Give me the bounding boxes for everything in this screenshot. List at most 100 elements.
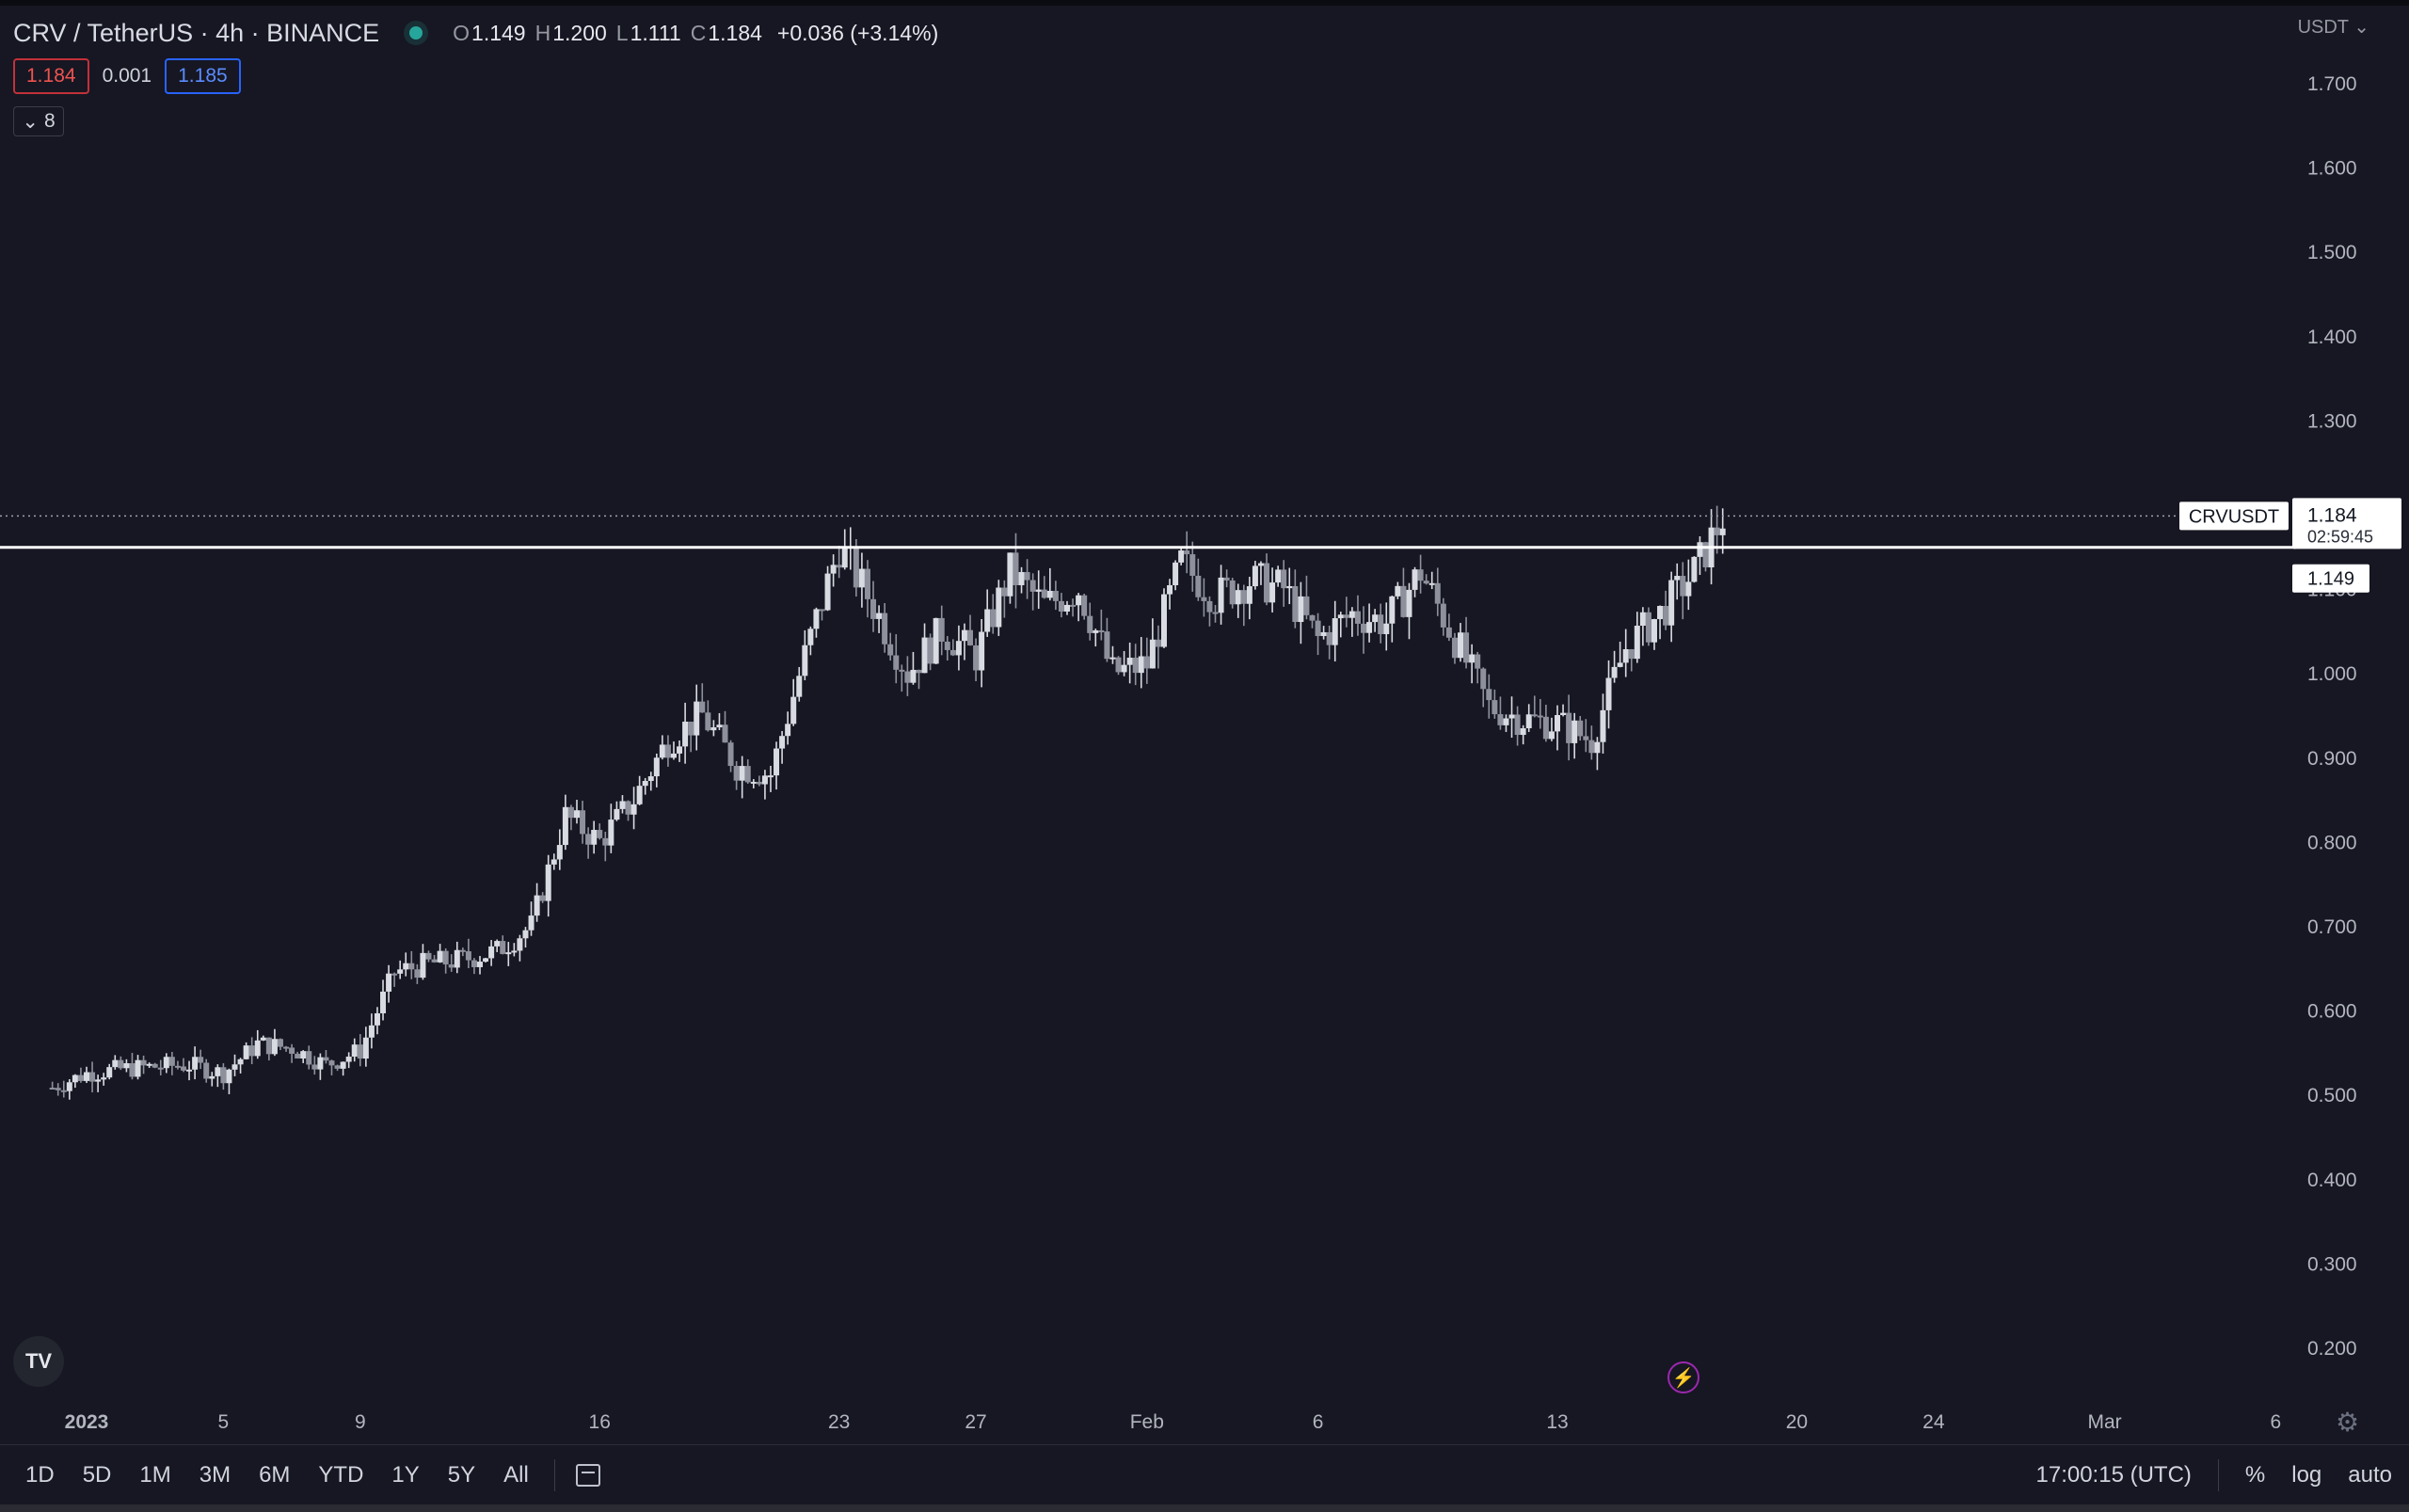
range-ytd-button[interactable]: YTD — [318, 1462, 364, 1488]
indicators-toggle[interactable]: ⌄ 8 — [13, 106, 64, 136]
candle-body — [1326, 631, 1332, 645]
candle-body — [550, 859, 557, 865]
candle-body — [1611, 666, 1618, 678]
candle-body — [1298, 596, 1304, 623]
high-value: 1.200 — [552, 20, 607, 45]
candle-body — [340, 1061, 346, 1069]
candle-body — [1126, 658, 1133, 665]
candle-body — [733, 766, 740, 781]
candle-body — [1366, 622, 1373, 633]
candle-body — [163, 1057, 169, 1069]
range-3m-button[interactable]: 3M — [199, 1462, 231, 1488]
candle-body — [1583, 736, 1589, 740]
candle-body — [864, 568, 870, 599]
candle-body — [1428, 582, 1435, 585]
candle-body — [882, 613, 888, 645]
candle-body — [1514, 714, 1521, 736]
candle-body — [180, 1066, 186, 1071]
range-1y-button[interactable]: 1Y — [391, 1462, 420, 1488]
candle-body — [591, 830, 598, 845]
candle-body — [1537, 715, 1543, 718]
candle-body — [1680, 576, 1686, 597]
high-label: H — [534, 20, 551, 45]
range-5y-button[interactable]: 5Y — [447, 1462, 476, 1488]
candle-body — [1354, 611, 1361, 624]
buy-price-button[interactable]: 1.185 — [165, 58, 241, 94]
candle-body — [1497, 714, 1504, 725]
price-change: +0.036 (+3.14%) — [776, 20, 939, 45]
candle-body — [55, 1088, 61, 1090]
time-tick-label: Mar — [2087, 1411, 2121, 1433]
candle-body — [1167, 584, 1173, 595]
candle-body — [1024, 572, 1030, 581]
candle-body — [1714, 527, 1720, 535]
candle-body — [135, 1059, 141, 1077]
last-price-tag: 1.184 — [2307, 504, 2357, 526]
log-scale-button[interactable]: log — [2291, 1462, 2322, 1488]
candle-body — [300, 1051, 307, 1058]
toolbar-divider — [553, 1459, 555, 1491]
candle-body — [408, 963, 415, 970]
candle-body — [1315, 620, 1321, 637]
candle-body — [317, 1057, 324, 1070]
candle-body — [1206, 600, 1213, 613]
candle-body — [1594, 741, 1601, 754]
range-5d-button[interactable]: 5D — [82, 1462, 112, 1488]
candle-body — [1348, 611, 1355, 618]
candle-body — [534, 895, 540, 916]
candle-body — [1657, 606, 1664, 620]
candle-body — [442, 950, 449, 965]
auto-scale-button[interactable]: auto — [2348, 1462, 2392, 1488]
lightning-event-icon[interactable]: ⚡ — [1667, 1361, 1699, 1393]
candle-body — [625, 801, 631, 815]
range-1d-button[interactable]: 1D — [25, 1462, 55, 1488]
candle-body — [1309, 614, 1316, 621]
candle-body — [722, 724, 728, 743]
candle-body — [448, 964, 455, 968]
candle-body — [659, 744, 665, 758]
candle-body — [807, 629, 814, 645]
candle-body — [1143, 656, 1150, 669]
candle-body — [984, 609, 991, 632]
symbol-title[interactable]: CRV / TetherUS · 4h · BINANCE — [13, 18, 380, 47]
candle-body — [1566, 712, 1572, 743]
candle-body — [1087, 615, 1093, 633]
tradingview-logo-icon[interactable]: TV — [13, 1336, 64, 1387]
gear-icon[interactable]: ⚙ — [2336, 1408, 2360, 1437]
candle-body — [459, 949, 466, 952]
candle-body — [682, 722, 689, 747]
candle-body — [271, 1039, 278, 1055]
candle-body — [1257, 563, 1264, 566]
candle-body — [1531, 714, 1538, 717]
range-all-button[interactable]: All — [503, 1462, 529, 1488]
window-bottom-edge — [0, 1504, 2409, 1512]
range-6m-button[interactable]: 6M — [259, 1462, 291, 1488]
candle-body — [1286, 585, 1293, 589]
candle-body — [1520, 728, 1526, 736]
candle-body — [1560, 712, 1567, 716]
candle-body — [893, 655, 900, 670]
candle-body — [386, 973, 392, 992]
currency-selector[interactable]: USDT ⌄ — [2298, 15, 2369, 39]
percent-scale-button[interactable]: % — [2244, 1462, 2266, 1488]
price-chart[interactable]: 1.7001.6001.5001.4001.3001.2001.1001.000… — [0, 0, 2409, 1444]
candle-body — [1508, 714, 1515, 719]
candle-body — [1184, 550, 1190, 555]
close-label: C — [690, 20, 707, 45]
range-1m-button[interactable]: 1M — [139, 1462, 171, 1488]
candle-body — [767, 775, 774, 778]
candle-body — [209, 1075, 215, 1079]
candle-body — [705, 712, 711, 731]
candle-body — [1571, 720, 1578, 743]
candle-body — [1412, 569, 1418, 590]
candle-body — [1400, 585, 1407, 617]
clock-time[interactable]: 17:00:15 (UTC) — [2035, 1462, 2192, 1488]
candle-body — [967, 629, 974, 645]
candle-body — [944, 641, 950, 650]
sell-price-button[interactable]: 1.184 — [13, 58, 89, 94]
calendar-icon[interactable] — [575, 1464, 600, 1487]
candle-body — [1081, 595, 1088, 616]
time-tick-label: 5 — [218, 1411, 230, 1433]
candle-body — [688, 722, 694, 736]
candle-body — [990, 609, 997, 628]
